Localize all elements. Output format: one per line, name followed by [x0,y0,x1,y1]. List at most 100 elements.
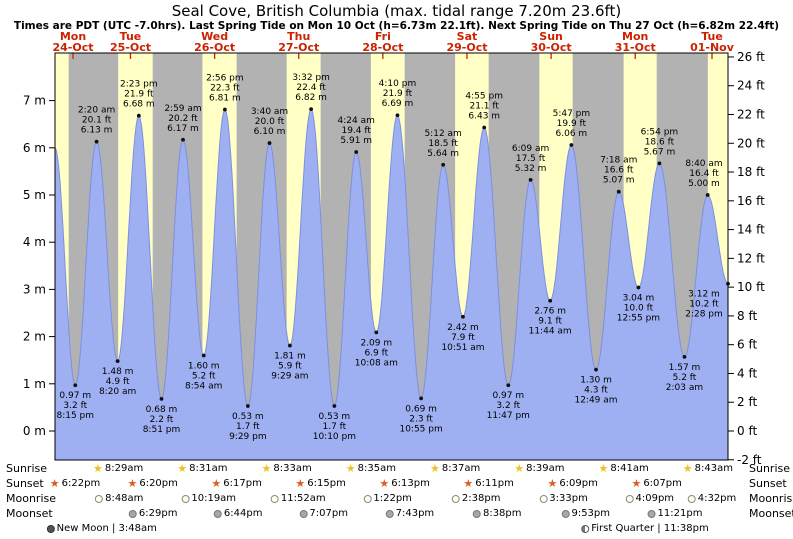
axis-label-ft: 8 ft [737,309,757,323]
sunset-row: Sunset Sunset ★ 6:22pm ★ 6:20pm ★ 6:17pm ★ 6:15… [0,476,793,491]
svg-text:0.97 m: 0.97 m [59,391,91,401]
sunrise-icon: ★ [93,462,103,475]
tide-extreme-marker [354,150,359,154]
tide-extreme-marker [159,397,164,401]
svg-text:10:55 pm: 10:55 pm [399,424,442,434]
tide-extreme-marker [636,285,641,290]
svg-text:5:12 am: 5:12 am [424,129,461,139]
tide-extreme-label: 0.68 m2.2 ft8:51 pm [143,405,181,435]
moonset-icon [213,509,222,518]
svg-text:2:59 am: 2:59 am [164,104,201,114]
moonset-entry: 9:53pm [561,506,610,521]
moonset-entry-time: 6:44pm [223,508,263,519]
sunrise-entry-time: 8:41am [610,463,649,474]
svg-text:1.81 m: 1.81 m [274,352,306,362]
svg-text:10:10 pm: 10:10 pm [313,432,356,442]
tide-extreme-marker [332,404,337,408]
moonset-entry-time: 6:29pm [138,508,178,519]
svg-text:3.2 ft: 3.2 ft [496,401,520,411]
moonrise-entry: 11:52am [270,491,326,506]
tide-extreme-marker [594,367,598,372]
sunrise-entry: ★ 8:31am [177,461,227,476]
svg-text:8:20 am: 8:20 am [99,387,136,397]
sunrise-icon: ★ [177,462,188,475]
axis-label-ft: -2 ft [737,453,762,467]
moonrise-entry-time: 4:32pm [697,493,737,504]
svg-text:25-Oct: 25-Oct [110,41,151,54]
moonrise-row: Moonrise Moonrise 8:48am 10:19am 11:52am 1:… [0,491,793,506]
moonrise-entry-time: 3:33pm [549,493,588,504]
svg-text:8:40 am: 8:40 am [685,159,722,169]
moonset-icon [385,509,394,518]
svg-text:2:56 pm: 2:56 pm [206,74,244,84]
sunrise-row-label-right: Sunrise [749,462,791,475]
new-moon-icon [46,524,55,533]
moonrise-entry-time: 11:52am [280,493,326,504]
sunset-entry: ★ 6:13pm [379,476,429,491]
moon-phase-text: New Moon | 3:48am [56,523,157,534]
tide-extreme-marker [245,404,250,408]
moonrise-entry-time: 8:48am [105,493,144,504]
svg-text:21.9 ft: 21.9 ft [124,90,154,100]
svg-text:Fri: Fri [375,30,391,43]
svg-text:18.5 ft: 18.5 ft [428,139,458,149]
moonrise-icon [687,494,696,503]
tide-extreme-marker [528,177,533,182]
svg-text:1.7 ft: 1.7 ft [236,422,260,432]
svg-text:1.57 m: 1.57 m [669,363,701,373]
sunrise-entry: ★ 8:33am [262,461,312,476]
tide-extreme-label: 1.48 m4.9 ft8:20 am [99,367,136,397]
svg-text:5.67 m: 5.67 m [644,147,676,157]
sunrise-entry: ★ 8:29am [93,461,143,476]
sunrise-icon: ★ [682,462,693,475]
sunset-entry-time: 6:09pm [559,478,598,489]
svg-text:10.2 ft: 10.2 ft [689,300,719,310]
sunrise-entry-time: 8:29am [104,463,144,474]
sunset-entry-time: 6:17pm [223,478,262,489]
axis-label-ft: 22 ft [737,107,765,121]
axis-label-ft: 0 ft [737,424,757,438]
axis-label-ft: 14 ft [737,223,765,237]
svg-text:Sat: Sat [457,30,478,43]
moonrise-icon [95,494,104,503]
svg-text:2.2 ft: 2.2 ft [150,415,174,425]
moonset-row-label-right: Moonset [749,507,793,520]
sunset-entry: ★ 6:17pm [211,476,261,491]
sunrise-entry: ★ 8:43am [683,461,733,476]
svg-text:5:47 pm: 5:47 pm [553,109,591,119]
svg-text:3:40 am: 3:40 am [251,107,288,117]
svg-text:3.04 m: 3.04 m [623,294,655,304]
svg-text:Wed: Wed [201,30,228,43]
tide-extreme-marker [288,343,292,348]
moonrise-entry: 10:19am [181,491,236,506]
svg-text:8:51 pm: 8:51 pm [143,425,181,435]
tide-extreme-label: 1.57 m5.2 ft2:03 am [666,363,703,393]
sunset-icon: ★ [547,477,558,490]
svg-text:6:54 pm: 6:54 pm [641,127,679,137]
moonset-entry: 7:43pm [385,506,434,521]
sunrise-entry: ★ 8:39am [514,461,564,476]
moonrise-icon [451,494,460,503]
svg-text:5.00 m: 5.00 m [688,179,720,189]
axis-label-ft: 2 ft [737,395,757,409]
svg-text:0.97 m: 0.97 m [492,391,524,401]
svg-text:20.2 ft: 20.2 ft [168,114,198,124]
tide-extreme-marker [181,137,185,142]
moonset-entry-time: 9:53pm [571,508,611,519]
svg-text:10:08 am: 10:08 am [355,358,398,368]
svg-text:6.13 m: 6.13 m [81,126,113,136]
svg-text:10:51 am: 10:51 am [441,343,484,353]
svg-text:28-Oct: 28-Oct [362,41,403,54]
tide-extreme-marker [682,354,687,359]
svg-text:2:20 am: 2:20 am [78,106,115,116]
svg-text:5.07 m: 5.07 m [603,176,635,186]
